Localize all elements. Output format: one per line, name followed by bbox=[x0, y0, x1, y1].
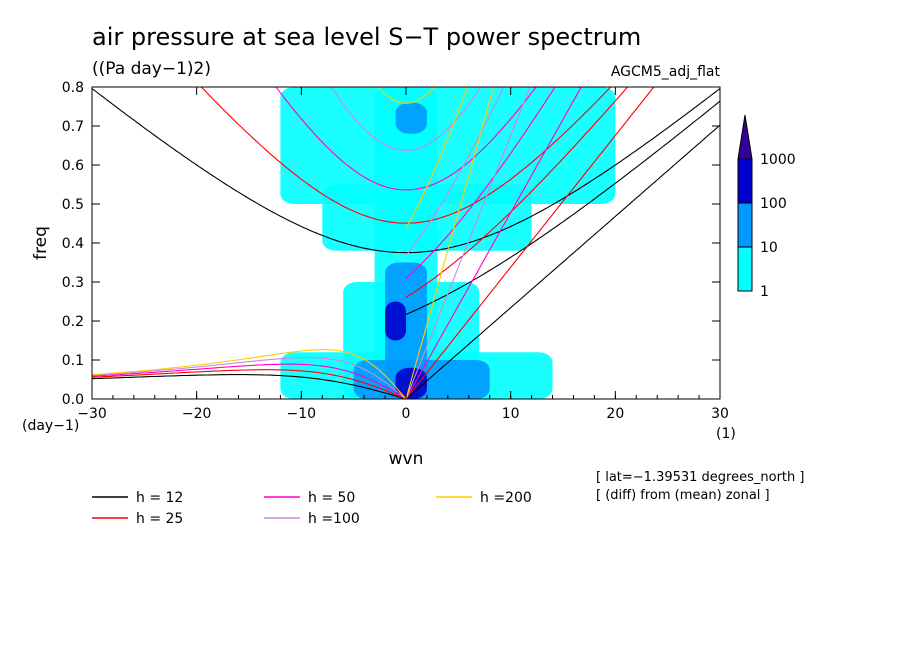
x-axis-label: wvn bbox=[389, 449, 424, 469]
curve-h200-3 bbox=[92, 349, 407, 399]
x-tick-label: −30 bbox=[77, 406, 107, 422]
legend-label: h = 12 bbox=[136, 490, 183, 506]
y-tick-label: 0.7 bbox=[62, 119, 84, 135]
chart-units: ((Pa day−1)2) bbox=[92, 59, 211, 79]
curve-h100-3 bbox=[92, 357, 407, 399]
curve-h12-0 bbox=[405, 124, 720, 399]
colorbar-segment bbox=[737, 202, 753, 248]
x-tick-label: 20 bbox=[606, 406, 624, 422]
curve-h12-3 bbox=[92, 374, 407, 399]
y-tick-label: 0.0 bbox=[62, 392, 84, 408]
y-tick-label: 0.8 bbox=[62, 80, 84, 96]
colorbar-label: 1000 bbox=[760, 152, 796, 168]
curve-h12-2 bbox=[92, 88, 720, 254]
curve-h25-3 bbox=[92, 369, 407, 399]
y-unit-label: (day−1) bbox=[22, 418, 79, 434]
curve-h25-2 bbox=[200, 87, 612, 224]
legend: h = 12 h = 25 h = 50 h =100 h =200 bbox=[92, 490, 532, 527]
legend-label: h = 25 bbox=[136, 511, 183, 527]
x-unit-label: (1) bbox=[716, 426, 736, 442]
curve-h100-2 bbox=[330, 87, 482, 151]
colorbar-label: 10 bbox=[760, 240, 778, 256]
y-tick-label: 0.6 bbox=[62, 158, 84, 174]
colorbar-label: 1 bbox=[760, 284, 769, 300]
x-tick-label: 30 bbox=[711, 406, 729, 422]
y-tick-label: 0.2 bbox=[62, 314, 84, 330]
y-tick-label: 0.1 bbox=[62, 353, 84, 369]
legend-label: h =200 bbox=[480, 490, 532, 506]
x-tick-label: 10 bbox=[502, 406, 520, 422]
colorbar-segment bbox=[737, 158, 753, 204]
model-label: AGCM5_adj_flat bbox=[611, 64, 721, 80]
curve-h25-0 bbox=[405, 87, 655, 399]
curve-h50-3 bbox=[92, 363, 407, 399]
y-axis-label: freq bbox=[31, 226, 51, 260]
x-tick-label: 0 bbox=[402, 406, 411, 422]
axes: −30 −20 −10 0 10 20 30 0.0 0.1 0.2 0.3 0.4 0.5 0.6 0.7… bbox=[62, 80, 729, 422]
power-contours bbox=[280, 87, 616, 399]
curve-h100-0 bbox=[405, 87, 531, 399]
annotation-lat: [ lat=−1.39531 degrees_north ] bbox=[596, 470, 804, 485]
colorbar-extend-arrow bbox=[737, 114, 753, 160]
curve-h200-0 bbox=[405, 87, 495, 399]
curve-h50-0 bbox=[405, 87, 582, 399]
colorbar-label: 100 bbox=[760, 196, 787, 212]
y-tick-label: 0.3 bbox=[62, 275, 84, 291]
y-tick-label: 0.4 bbox=[62, 236, 84, 252]
x-tick-label: −10 bbox=[287, 406, 317, 422]
curve-h25-1 bbox=[405, 87, 629, 298]
power-region-9 bbox=[385, 301, 406, 341]
legend-label: h = 50 bbox=[308, 490, 355, 506]
colorbar: 1 10 100 1000 bbox=[737, 114, 796, 300]
curve-h12-1 bbox=[405, 100, 720, 315]
curve-h200-1 bbox=[405, 87, 468, 229]
legend-label: h =100 bbox=[308, 511, 360, 527]
power-region-4 bbox=[322, 184, 532, 251]
curve-h100-1 bbox=[405, 87, 505, 256]
dispersion-curves bbox=[92, 87, 720, 399]
annotation-diff: [ (diff) from (mean) zonal ] bbox=[596, 488, 770, 503]
power-region-7 bbox=[395, 102, 427, 134]
x-tick-label: −20 bbox=[182, 406, 212, 422]
curve-h50-1 bbox=[405, 87, 556, 279]
curve-h200-2 bbox=[377, 87, 435, 104]
chart-title: air pressure at sea level S−T power spec… bbox=[92, 23, 641, 51]
y-tick-label: 0.5 bbox=[62, 197, 84, 213]
colorbar-segment bbox=[737, 246, 753, 292]
curve-h50-2 bbox=[275, 87, 537, 191]
